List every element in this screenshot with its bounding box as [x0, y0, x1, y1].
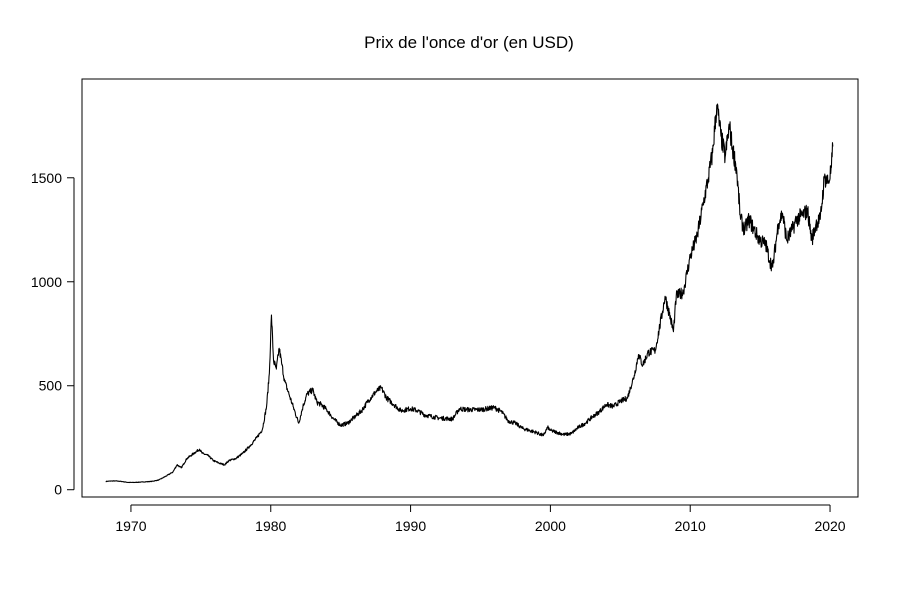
chart-title: Prix de l'once d'or (en USD) [364, 33, 574, 52]
y-tick-label: 1500 [31, 170, 62, 186]
x-tick-label: 2020 [814, 518, 845, 534]
x-tick-label: 1980 [255, 518, 286, 534]
x-tick-label: 1990 [395, 518, 426, 534]
plot-frame [81, 78, 859, 498]
gold-price-line [105, 103, 834, 484]
y-axis: 0 500 1000 1500 [31, 170, 75, 498]
x-axis: 1970 1980 1990 2000 2010 2020 [115, 504, 846, 534]
y-tick-label: 0 [54, 482, 62, 498]
x-tick-label: 2000 [535, 518, 566, 534]
x-tick-label: 2010 [675, 518, 706, 534]
series-group [105, 103, 834, 484]
y-tick-label: 1000 [31, 274, 62, 290]
x-tick-label: 1970 [115, 518, 146, 534]
y-tick-label: 500 [39, 378, 63, 394]
